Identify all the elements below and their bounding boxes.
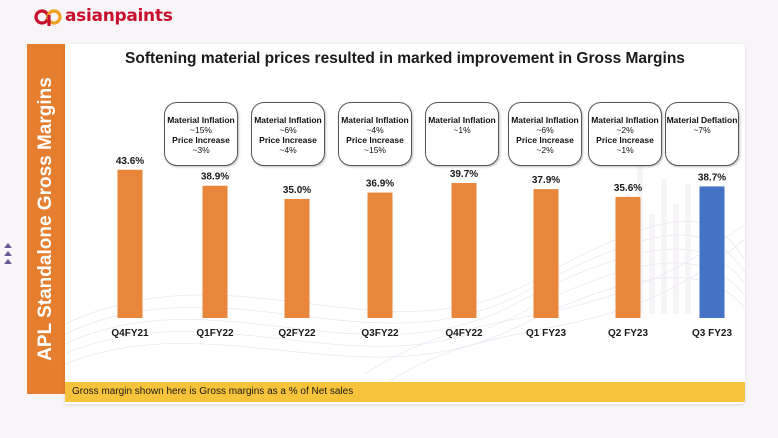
chart-panel: Softening material prices resulted in ma… bbox=[65, 44, 745, 404]
data-label: 37.9% bbox=[532, 175, 560, 186]
callout-line: Material Inflation bbox=[591, 115, 659, 125]
x-tick-label: Q4FY21 bbox=[111, 328, 149, 339]
bar-q2-fy23 bbox=[615, 196, 641, 318]
data-label: 43.6% bbox=[116, 156, 144, 167]
callout-box: Material Inflation ~15% Price Increase ~… bbox=[164, 102, 238, 166]
callout-line: Price Increase bbox=[259, 135, 317, 145]
x-tick-label: Q3 FY23 bbox=[692, 328, 732, 339]
footnote-bar: Gross margin shown here is Gross margins… bbox=[65, 382, 745, 402]
side-title-bar bbox=[27, 44, 65, 394]
bar-q3-fy23 bbox=[699, 186, 725, 318]
x-tick-label: Q2 FY23 bbox=[608, 328, 648, 339]
logo-mark-icon bbox=[34, 9, 62, 26]
callout-box: Material Inflation ~1% bbox=[425, 102, 499, 166]
callout-value: ~1% bbox=[616, 145, 634, 155]
data-label: 35.0% bbox=[283, 185, 311, 196]
asianpaints-logo: asianpaints bbox=[34, 5, 173, 27]
callout-value: ~1% bbox=[453, 125, 471, 135]
callout-box: Material Inflation ~4% Price Increase ~1… bbox=[338, 102, 412, 166]
data-label: 38.9% bbox=[201, 172, 229, 183]
callout-line: Material Inflation bbox=[428, 115, 496, 125]
gross-margin-bar-chart: 43.6% Q4FY21 38.9% Q1FY22 35.0% Q2FY22 36.9% Q3… bbox=[111, 156, 732, 339]
callout-box: Material Inflation ~2% Price Increase ~1… bbox=[588, 102, 662, 166]
callout-value: ~4% bbox=[279, 145, 297, 155]
callout-line: Price Increase bbox=[172, 135, 230, 145]
callout-line: Material Inflation bbox=[254, 115, 322, 125]
callout-line: Material Inflation bbox=[341, 115, 409, 125]
data-label: 36.9% bbox=[366, 179, 394, 190]
bar-q4fy22 bbox=[451, 183, 477, 318]
footnote-text: Gross margin shown here is Gross margins… bbox=[72, 386, 354, 397]
callout-value: ~2% bbox=[536, 145, 554, 155]
bar-q2fy22 bbox=[284, 199, 310, 318]
callout-value: ~2% bbox=[616, 125, 634, 135]
data-label: 35.6% bbox=[614, 183, 642, 194]
bar-q4fy21 bbox=[117, 169, 143, 318]
data-label: 39.7% bbox=[450, 169, 478, 180]
callout-line: Material Inflation bbox=[511, 115, 579, 125]
callout-box: Material Inflation ~6% Price Increase ~2… bbox=[508, 102, 582, 166]
bar-q1fy22 bbox=[202, 185, 228, 318]
data-label: 38.7% bbox=[698, 172, 726, 183]
bar-q1-fy23 bbox=[533, 189, 559, 318]
slide-nav-arrows-icon[interactable] bbox=[4, 243, 12, 267]
x-tick-label: Q2FY22 bbox=[278, 328, 316, 339]
callout-box: Material Inflation ~6% Price Increase ~4… bbox=[251, 102, 325, 166]
brand-name: asianpaints bbox=[65, 6, 173, 26]
callout-value: ~6% bbox=[279, 125, 297, 135]
x-tick-label: Q1 FY23 bbox=[526, 328, 566, 339]
callout-line: Material Inflation bbox=[167, 115, 235, 125]
x-tick-label: Q4FY22 bbox=[445, 328, 483, 339]
bar-q3fy22 bbox=[367, 192, 393, 318]
x-tick-label: Q1FY22 bbox=[196, 328, 234, 339]
callout-value: ~4% bbox=[366, 125, 384, 135]
chart-headline: Softening material prices resulted in ma… bbox=[125, 50, 685, 67]
side-title: APL Standalone Gross Margins bbox=[35, 77, 56, 361]
callout-line: Price Increase bbox=[346, 135, 404, 145]
callout-value: ~15% bbox=[190, 125, 212, 135]
callout-value: ~7% bbox=[693, 125, 711, 135]
callout-value: ~6% bbox=[536, 125, 554, 135]
callout-line: Material Deflation bbox=[666, 115, 738, 125]
callout-value: ~3% bbox=[192, 145, 210, 155]
callout-value: ~15% bbox=[364, 145, 386, 155]
callout-line: Price Increase bbox=[516, 135, 574, 145]
x-tick-label: Q3FY22 bbox=[361, 328, 399, 339]
callout-box: Material Deflation ~7% bbox=[665, 102, 739, 166]
callout-line: Price Increase bbox=[596, 135, 654, 145]
